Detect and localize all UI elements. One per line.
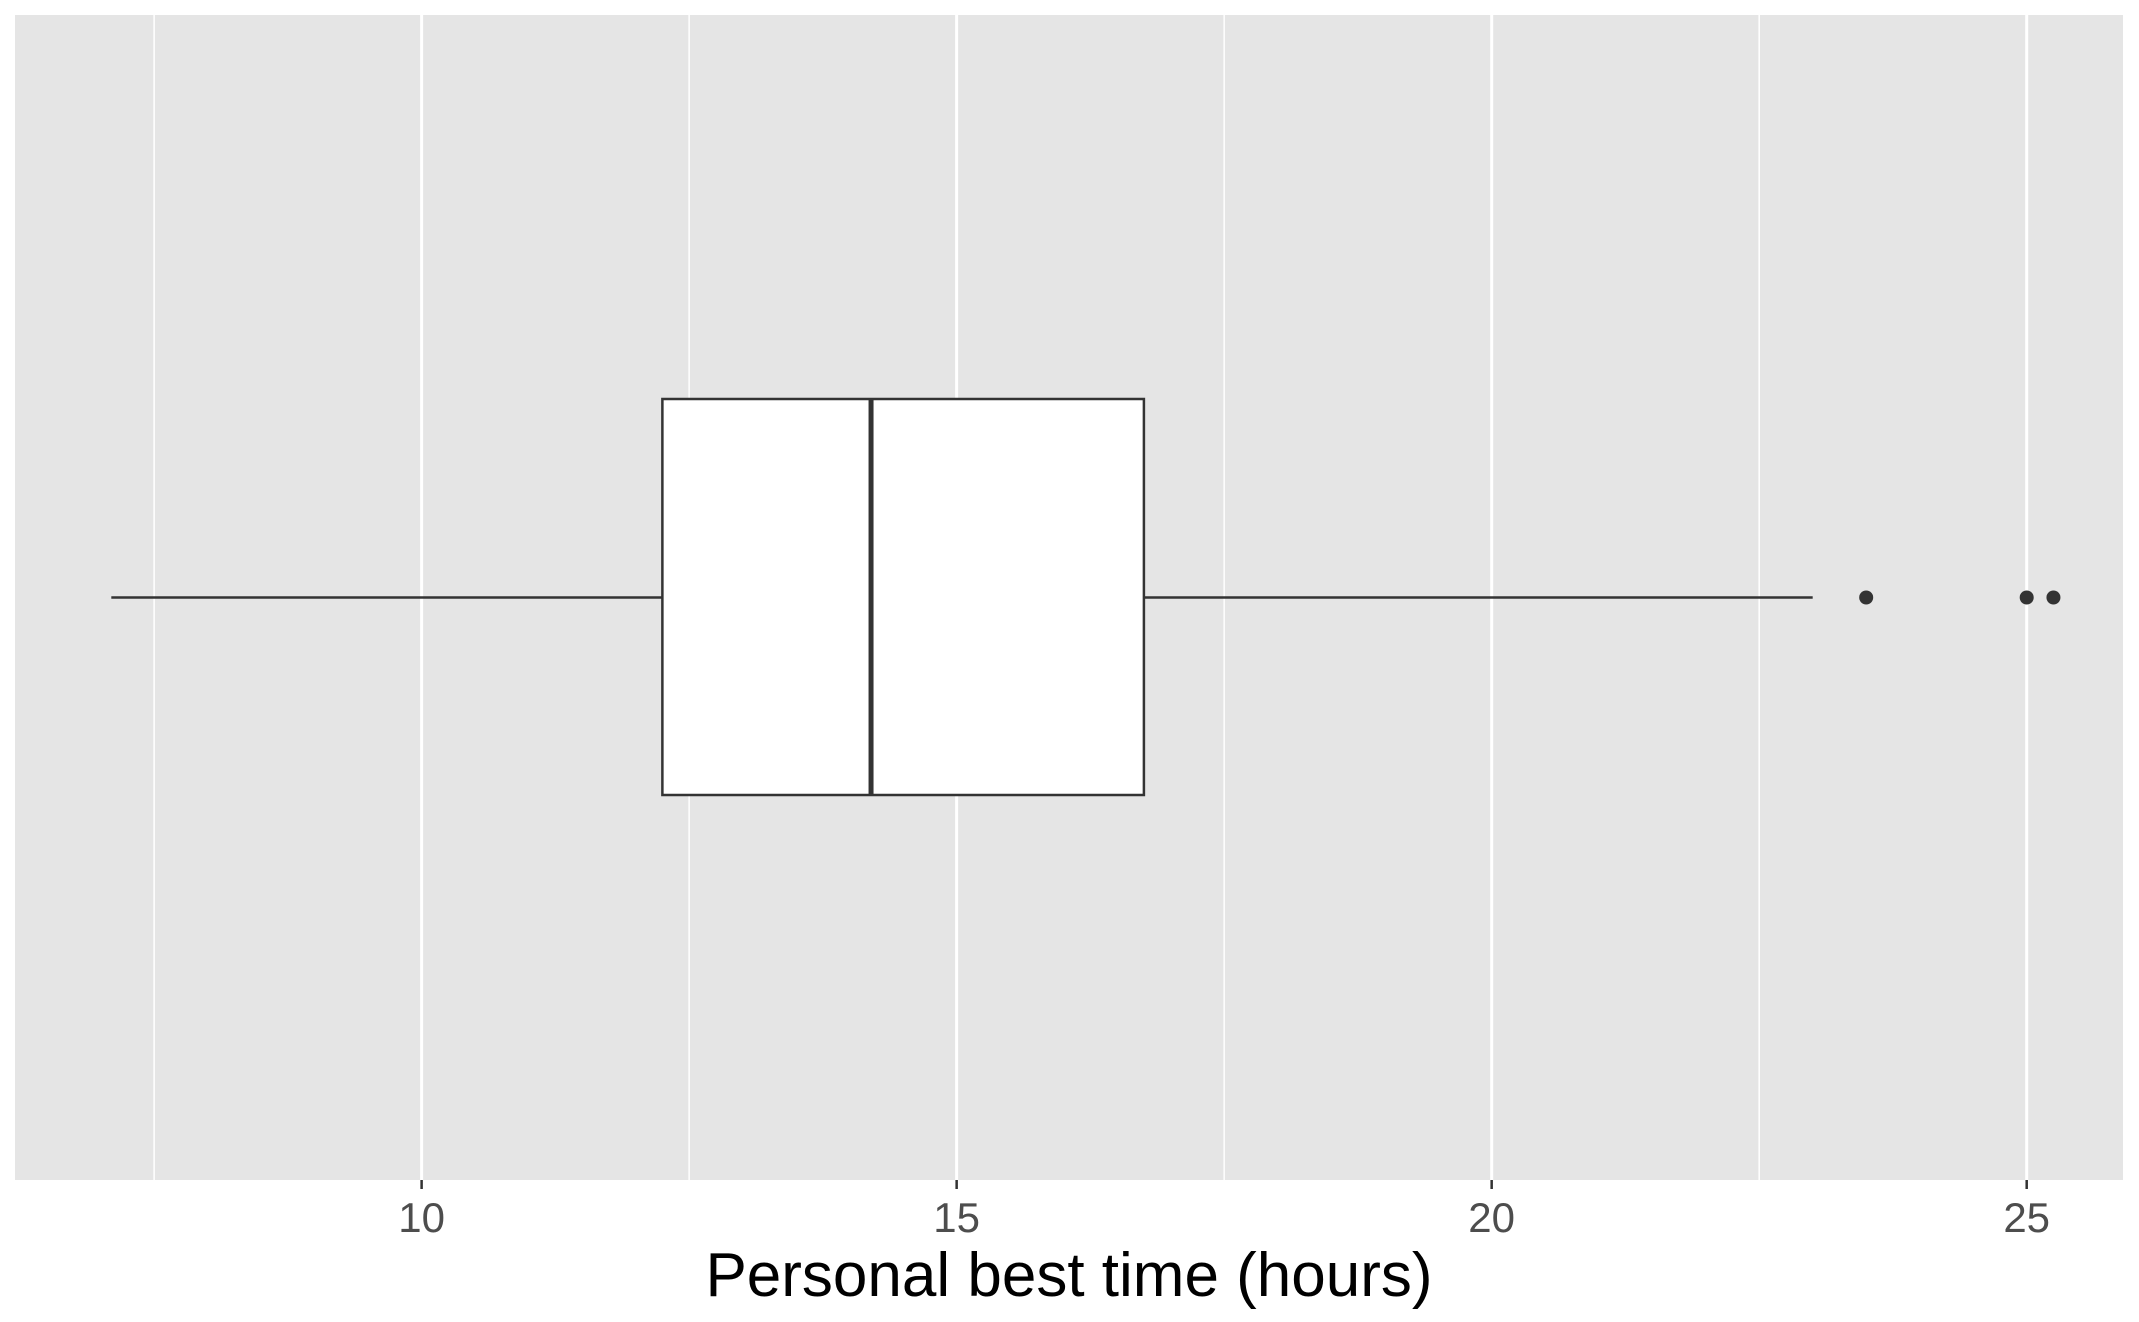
x-axis-ticks: 10 15 20 25 bbox=[398, 1180, 2050, 1241]
outlier-point bbox=[1859, 590, 1874, 605]
x-tick-label: 15 bbox=[933, 1194, 980, 1241]
outlier-point bbox=[2046, 590, 2061, 605]
x-tick-label: 25 bbox=[2003, 1194, 2050, 1241]
outlier-point bbox=[2019, 590, 2034, 605]
x-axis-title: Personal best time (hours) bbox=[705, 1241, 1432, 1310]
x-tick-label: 10 bbox=[398, 1194, 445, 1241]
interquartile-box bbox=[661, 397, 1146, 797]
x-tick-label: 20 bbox=[1468, 1194, 1515, 1241]
box-layer bbox=[111, 397, 2061, 797]
